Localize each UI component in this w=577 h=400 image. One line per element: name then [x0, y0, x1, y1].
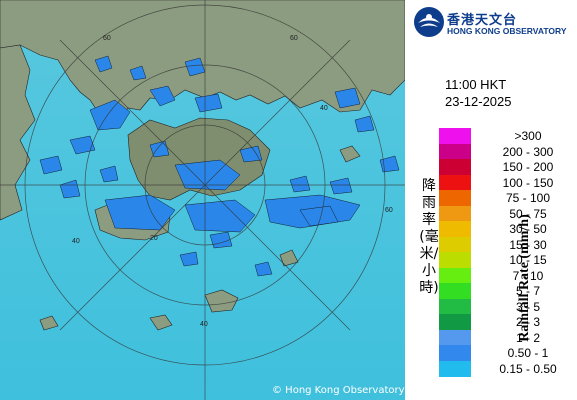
legend-row: 100 - 150 — [439, 174, 577, 191]
ring-label: 40 — [72, 238, 80, 245]
legend-label: 150 - 200 — [502, 160, 554, 174]
ring-label: 20 — [150, 235, 158, 242]
legend-label: >300 — [514, 129, 542, 143]
legend-row: 7 - 10 — [439, 267, 577, 284]
legend-swatch — [439, 267, 471, 284]
mainland-land — [0, 0, 405, 121]
legend-row: 50 - 75 — [439, 205, 577, 222]
legend-row: 2 - 3 — [439, 314, 577, 330]
legend-swatch — [439, 298, 471, 315]
legend-title-cn: 降雨率(毫米/小時) — [419, 178, 439, 296]
legend-row: 30 - 50 — [439, 221, 577, 237]
legend-swatch — [439, 283, 471, 299]
legend-label: 10 - 15 — [509, 253, 547, 267]
ring-label: 60 — [103, 35, 111, 42]
legend-label: 7 - 10 — [512, 268, 544, 283]
ring-label: 40 — [320, 105, 328, 112]
legend-row: 15 - 30 — [439, 236, 577, 253]
legend-row: 150 - 200 — [439, 159, 577, 175]
legend-label: 0.50 - 1 — [507, 346, 549, 360]
ring-label: 60 — [385, 207, 393, 214]
range-ring-labels: 60 60 60 40 40 40 20 — [72, 35, 393, 328]
legend-row: 10 - 15 — [439, 252, 577, 268]
legend-label: 75 - 100 — [505, 191, 551, 205]
legend-row: 1 - 2 — [439, 329, 577, 346]
legend-label: 2 - 3 — [515, 315, 540, 329]
legend-label: 30 - 50 — [509, 222, 547, 236]
legend-swatch — [439, 345, 471, 361]
legend-swatch — [439, 190, 471, 206]
hko-logo: 香港天文台 HONG KONG OBSERVATORY — [413, 6, 573, 40]
legend-row: 3 - 5 — [439, 298, 577, 315]
east-island-1 — [339, 145, 361, 163]
legend-swatch — [439, 221, 471, 237]
legend-row: 200 - 300 — [439, 143, 577, 160]
observation-time: 11:00 HKT — [445, 77, 507, 92]
legend-swatch — [439, 174, 471, 191]
rain-echoes — [39, 55, 400, 277]
observation-date: 23-12-2025 — [445, 94, 512, 109]
south-island-3 — [39, 315, 59, 331]
legend-label: 100 - 150 — [502, 175, 554, 190]
legend-label: 3 - 5 — [515, 299, 540, 314]
legend-label: 200 - 300 — [502, 144, 554, 159]
legend-row: 0.15 - 0.50 — [439, 360, 577, 377]
legend-row: 75 - 100 — [439, 190, 577, 206]
south-island-1 — [204, 289, 239, 313]
logo-text-en: HONG KONG OBSERVATORY — [447, 26, 567, 36]
radar-map-canvas: 60 60 60 40 40 40 20 — [0, 0, 405, 400]
logo-text-cn: 香港天文台 — [447, 13, 518, 28]
legend-label: 0.15 - 0.50 — [499, 361, 557, 376]
south-island-2 — [149, 314, 173, 331]
copyright-text: © Hong Kong Observatory — [272, 385, 405, 396]
legend-label: 50 - 75 — [509, 206, 547, 221]
legend-swatch — [439, 236, 471, 253]
radar-map[interactable]: 60 60 60 40 40 40 20 © Hong Kong Observa… — [0, 0, 405, 400]
hko-logo-icon — [414, 7, 444, 37]
legend-row: >300 — [439, 128, 577, 144]
legend-panel: 香港天文台 HONG KONG OBSERVATORY 11:00 HKT 23… — [405, 0, 577, 400]
legend-swatch — [439, 360, 471, 377]
legend-label: 5 - 7 — [515, 284, 540, 298]
legend-swatch — [439, 159, 471, 175]
legend-label: 1 - 2 — [515, 330, 540, 345]
legend-swatch — [439, 205, 471, 222]
legend-swatch — [439, 128, 471, 144]
ring-label: 60 — [290, 35, 298, 42]
legend-swatch — [439, 252, 471, 268]
legend-row: 0.50 - 1 — [439, 345, 577, 361]
legend-label: 15 - 30 — [509, 237, 547, 252]
legend-swatch — [439, 329, 471, 346]
legend-row: 5 - 7 — [439, 283, 577, 299]
west-coast-land — [0, 44, 36, 221]
legend-swatch — [439, 143, 471, 160]
legend-swatch — [439, 314, 471, 330]
range-rings — [0, 0, 405, 400]
ring-label: 40 — [200, 321, 208, 328]
